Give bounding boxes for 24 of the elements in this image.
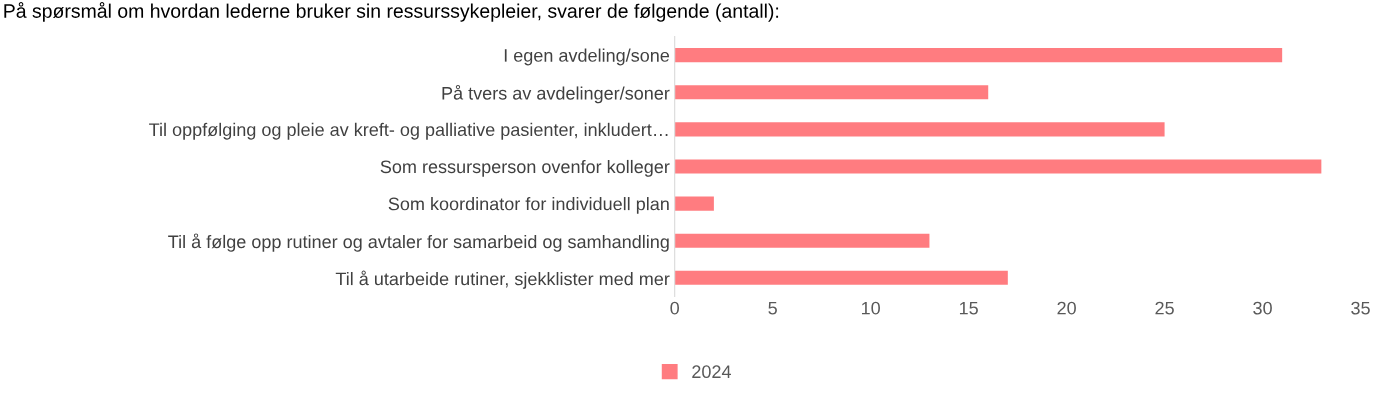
bar — [674, 270, 1008, 285]
y-tick-label: I egen avdeling/sone — [504, 48, 670, 66]
x-tick-label: 35 — [1351, 301, 1370, 315]
bar — [674, 159, 1322, 174]
bar — [674, 122, 1165, 137]
bar — [674, 85, 989, 100]
x-tick-label: 10 — [861, 301, 880, 315]
x-tick-label: 5 — [768, 301, 777, 315]
y-tick-label: På tvers av avdelinger/soner — [442, 84, 670, 104]
bar — [674, 48, 1283, 63]
legend-label: 2024 — [692, 365, 731, 379]
x-tick-label: 15 — [959, 301, 978, 315]
x-tick-label: 30 — [1253, 301, 1272, 315]
y-tick-label: Til å utarbeide rutiner, sjekklister med mer — [335, 270, 670, 289]
y-tick-label: Som koordinator for individuell plan — [388, 197, 669, 214]
bar — [674, 233, 930, 248]
y-tick-label: Til oppfølging og pleie av kreft- og palliative pasienter, inkludert… — [149, 122, 668, 140]
x-tick-label: 25 — [1155, 301, 1174, 315]
y-tick-label: Til å følge opp rutiner og avtaler for samarbeid og samhandling — [168, 233, 669, 252]
bar — [674, 196, 714, 211]
text: På spørsmål om hvordan lederne bruker sin ressurssykepleier, svarer de følgende (antall): — [4, 2, 779, 22]
x-tick-label: 0 — [670, 301, 680, 315]
x-tick-label: 20 — [1057, 301, 1076, 315]
y-tick-label: Som ressursperson ovenfor kolleger — [380, 159, 670, 177]
